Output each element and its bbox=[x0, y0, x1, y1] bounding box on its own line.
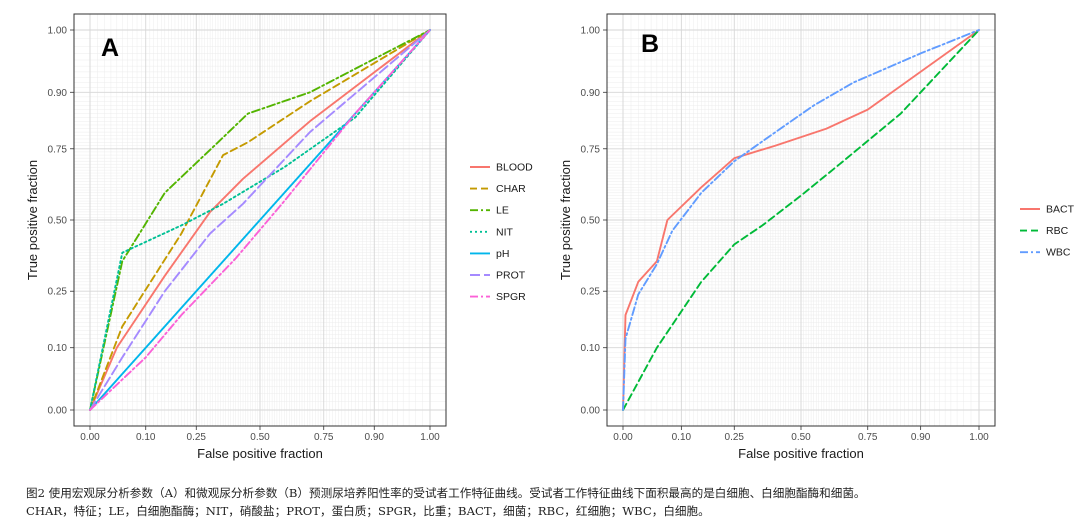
legend-label-ph: pH bbox=[496, 248, 509, 260]
legend-label-le: LE bbox=[496, 205, 509, 217]
series-line-le bbox=[89, 29, 431, 411]
y-tick-label: 1.00 bbox=[581, 26, 601, 37]
caption-line-2: CHAR，特征；LE，白细胞酯酶；NIT，硝酸盐；PROT，蛋白质；SPGR，比… bbox=[26, 504, 710, 518]
legend-label-rbc: RBC bbox=[1046, 225, 1069, 237]
legend-label-nit: NIT bbox=[496, 226, 514, 238]
y-tick-label: 0.90 bbox=[581, 88, 601, 99]
y-tick-label: 0.10 bbox=[581, 343, 601, 354]
caption-line-1: 图2 使用宏观尿分析参数（A）和微观尿分析参数（B）预测尿培养阳性率的受试者工作… bbox=[26, 486, 866, 500]
y-tick-label: 0.50 bbox=[581, 216, 601, 227]
x-tick-label: 0.00 bbox=[613, 432, 633, 443]
y-tick-label: 1.00 bbox=[48, 26, 68, 37]
series-line-prot bbox=[89, 29, 431, 411]
series-line-spgr bbox=[89, 29, 431, 411]
legend-label-char: CHAR bbox=[496, 183, 526, 195]
x-tick-label: 0.10 bbox=[136, 432, 156, 443]
x-tick-label: 0.25 bbox=[725, 432, 745, 443]
x-tick-label: 0.75 bbox=[858, 432, 878, 443]
x-tick-label: 0.10 bbox=[672, 432, 692, 443]
series-line-char bbox=[89, 29, 431, 411]
y-tick-label: 0.10 bbox=[48, 343, 68, 354]
legend-label-prot: PROT bbox=[496, 270, 526, 282]
y-axis-title: True positive fraction bbox=[558, 160, 573, 280]
y-tick-label: 0.00 bbox=[48, 406, 68, 417]
roc-panel-a: 0.00 0.10 0.25 0.50 0.75 0.90 1.00 0.00 0.10 0.25… bbox=[25, 13, 533, 461]
x-axis-title: False positive fraction bbox=[197, 446, 323, 461]
x-tick-label: 0.50 bbox=[250, 432, 270, 443]
y-tick-label: 0.00 bbox=[581, 406, 601, 417]
x-tick-label: 1.00 bbox=[969, 432, 989, 443]
series-line-wbc bbox=[622, 29, 980, 411]
legend-label-blood: BLOOD bbox=[496, 162, 533, 174]
series-line-blood bbox=[89, 29, 431, 411]
y-axis-title: True positive fraction bbox=[25, 160, 40, 280]
x-axis-title: False positive fraction bbox=[738, 446, 864, 461]
y-tick-label: 0.75 bbox=[581, 144, 601, 155]
x-tick-label: 0.50 bbox=[791, 432, 811, 443]
panel-label: A bbox=[101, 34, 119, 62]
y-tick-label: 0.25 bbox=[48, 287, 68, 298]
series-line-nit bbox=[89, 29, 431, 411]
figure-caption: 图2 使用宏观尿分析参数（A）和微观尿分析参数（B）预测尿培养阳性率的受试者工作… bbox=[26, 484, 1066, 520]
roc-panel-b: 0.00 0.10 0.25 0.50 0.75 0.90 1.00 0.00 0.10 0.25… bbox=[558, 13, 1075, 461]
series-line-bact bbox=[622, 29, 980, 411]
x-tick-label: 0.25 bbox=[187, 432, 207, 443]
x-tick-label: 0.75 bbox=[314, 432, 334, 443]
x-tick-label: 0.90 bbox=[911, 432, 931, 443]
series-line-rbc bbox=[622, 29, 980, 411]
legend-label-spgr: SPGR bbox=[496, 291, 526, 303]
legend-label-wbc: WBC bbox=[1046, 247, 1071, 259]
y-tick-label: 0.25 bbox=[581, 287, 601, 298]
y-tick-label: 0.75 bbox=[48, 144, 68, 155]
x-tick-label: 1.00 bbox=[420, 432, 440, 443]
y-tick-label: 0.90 bbox=[48, 88, 68, 99]
panel-label: B bbox=[641, 30, 659, 58]
y-tick-label: 0.50 bbox=[48, 216, 68, 227]
x-tick-label: 0.90 bbox=[365, 432, 385, 443]
x-tick-label: 0.00 bbox=[80, 432, 100, 443]
legend-label-bact: BACT bbox=[1046, 204, 1075, 216]
